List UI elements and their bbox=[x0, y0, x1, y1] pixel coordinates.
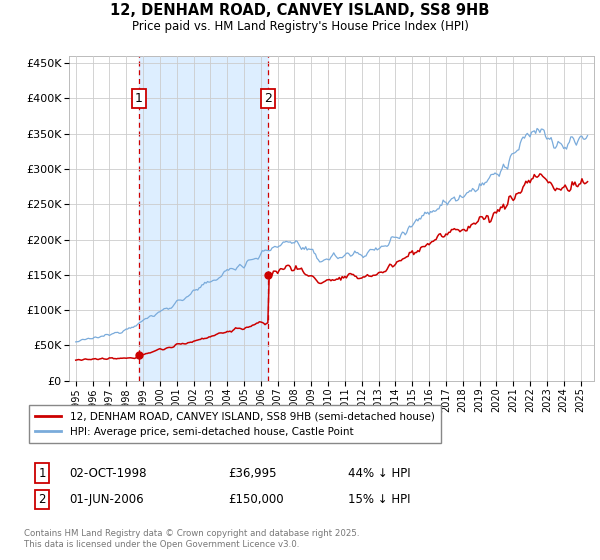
Text: 44% ↓ HPI: 44% ↓ HPI bbox=[348, 466, 410, 480]
Text: £150,000: £150,000 bbox=[228, 493, 284, 506]
Text: 02-OCT-1998: 02-OCT-1998 bbox=[69, 466, 146, 480]
Text: 15% ↓ HPI: 15% ↓ HPI bbox=[348, 493, 410, 506]
Bar bbox=[139, 56, 268, 381]
Text: 12, DENHAM ROAD, CANVEY ISLAND, SS8 9HB: 12, DENHAM ROAD, CANVEY ISLAND, SS8 9HB bbox=[110, 3, 490, 18]
Text: Contains HM Land Registry data © Crown copyright and database right 2025.
This d: Contains HM Land Registry data © Crown c… bbox=[24, 529, 359, 549]
Text: 2: 2 bbox=[264, 92, 272, 105]
Legend: 12, DENHAM ROAD, CANVEY ISLAND, SS8 9HB (semi-detached house), HPI: Average pric: 12, DENHAM ROAD, CANVEY ISLAND, SS8 9HB … bbox=[29, 405, 441, 443]
Text: 1: 1 bbox=[135, 92, 143, 105]
Text: 01-JUN-2006: 01-JUN-2006 bbox=[69, 493, 143, 506]
Text: 2: 2 bbox=[38, 493, 46, 506]
Text: £36,995: £36,995 bbox=[228, 466, 277, 480]
Text: Price paid vs. HM Land Registry's House Price Index (HPI): Price paid vs. HM Land Registry's House … bbox=[131, 20, 469, 32]
Text: 1: 1 bbox=[38, 466, 46, 480]
